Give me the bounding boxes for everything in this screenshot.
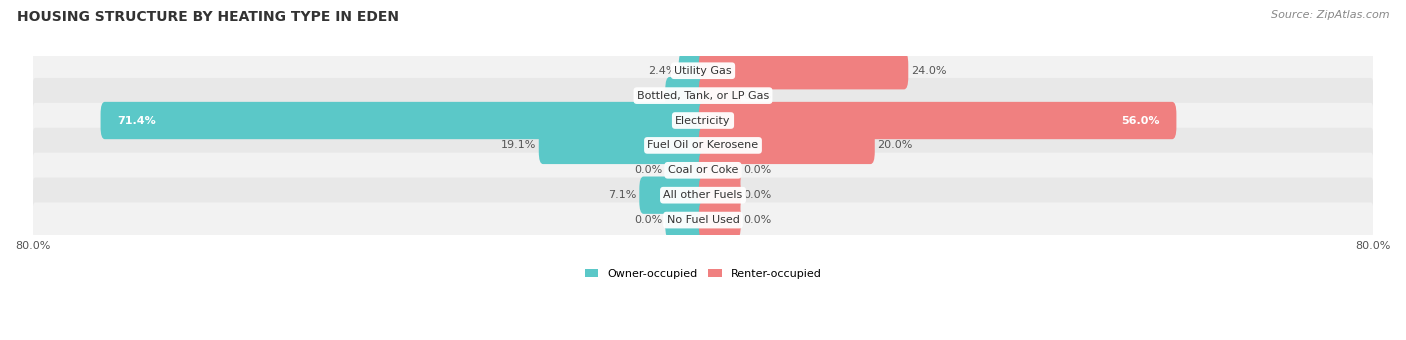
Text: 20.0%: 20.0% (877, 140, 912, 150)
Text: Electricity: Electricity (675, 116, 731, 125)
Text: HOUSING STRUCTURE BY HEATING TYPE IN EDEN: HOUSING STRUCTURE BY HEATING TYPE IN EDE… (17, 10, 399, 24)
FancyBboxPatch shape (32, 202, 1374, 238)
FancyBboxPatch shape (665, 77, 707, 114)
Text: 2.4%: 2.4% (648, 66, 676, 76)
FancyBboxPatch shape (699, 127, 875, 164)
FancyBboxPatch shape (699, 201, 741, 239)
FancyBboxPatch shape (32, 103, 1374, 138)
Legend: Owner-occupied, Renter-occupied: Owner-occupied, Renter-occupied (581, 264, 825, 283)
Text: 0.0%: 0.0% (744, 190, 772, 200)
FancyBboxPatch shape (699, 52, 908, 89)
FancyBboxPatch shape (699, 176, 741, 214)
FancyBboxPatch shape (32, 78, 1374, 113)
Text: 0.0%: 0.0% (634, 91, 662, 101)
Text: Utility Gas: Utility Gas (675, 66, 731, 76)
Text: 0.0%: 0.0% (744, 215, 772, 225)
Text: 0.0%: 0.0% (634, 165, 662, 175)
FancyBboxPatch shape (699, 102, 1177, 139)
Text: No Fuel Used: No Fuel Used (666, 215, 740, 225)
FancyBboxPatch shape (32, 177, 1374, 213)
Text: All other Fuels: All other Fuels (664, 190, 742, 200)
Text: 19.1%: 19.1% (501, 140, 536, 150)
FancyBboxPatch shape (679, 52, 707, 89)
FancyBboxPatch shape (101, 102, 707, 139)
FancyBboxPatch shape (699, 77, 741, 114)
Text: 0.0%: 0.0% (744, 165, 772, 175)
Text: 24.0%: 24.0% (911, 66, 946, 76)
FancyBboxPatch shape (640, 176, 707, 214)
Text: Coal or Coke: Coal or Coke (668, 165, 738, 175)
FancyBboxPatch shape (665, 152, 707, 189)
Text: Bottled, Tank, or LP Gas: Bottled, Tank, or LP Gas (637, 91, 769, 101)
FancyBboxPatch shape (665, 201, 707, 239)
Text: 0.0%: 0.0% (744, 91, 772, 101)
Text: Fuel Oil or Kerosene: Fuel Oil or Kerosene (647, 140, 759, 150)
FancyBboxPatch shape (32, 128, 1374, 163)
FancyBboxPatch shape (32, 53, 1374, 88)
FancyBboxPatch shape (538, 127, 707, 164)
FancyBboxPatch shape (32, 153, 1374, 188)
Text: Source: ZipAtlas.com: Source: ZipAtlas.com (1271, 10, 1389, 20)
Text: 71.4%: 71.4% (117, 116, 156, 125)
Text: 0.0%: 0.0% (634, 215, 662, 225)
Text: 56.0%: 56.0% (1121, 116, 1160, 125)
Text: 7.1%: 7.1% (609, 190, 637, 200)
FancyBboxPatch shape (699, 152, 741, 189)
